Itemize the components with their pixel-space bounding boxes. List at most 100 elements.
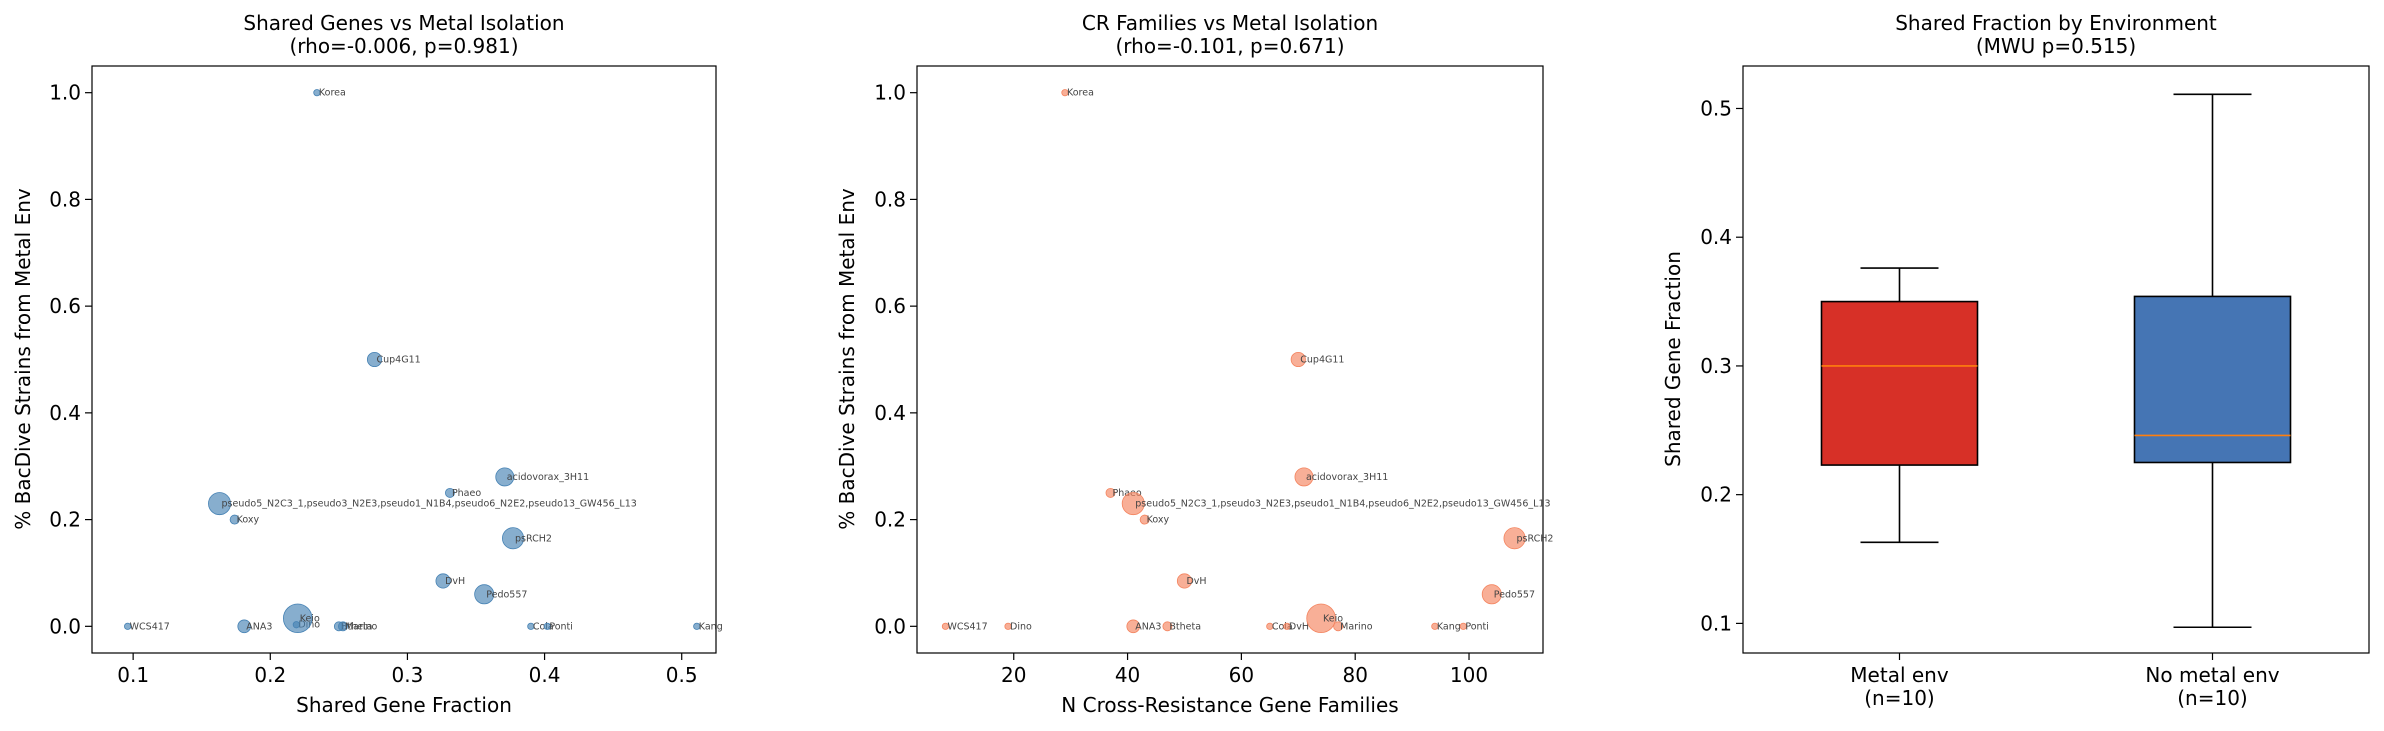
point-label: Korea bbox=[1067, 88, 1094, 99]
point-label: WCS417 bbox=[130, 621, 170, 632]
y-tick-label: 0.2 bbox=[49, 508, 81, 532]
point-label: Phaeo bbox=[1112, 488, 1141, 499]
point-label: psRCH2 bbox=[1517, 533, 1554, 544]
point-label: Marino bbox=[345, 621, 378, 632]
group-count-label: (n=10) bbox=[1864, 686, 1935, 710]
data-point bbox=[229, 514, 240, 525]
x-tick-label: 0.3 bbox=[392, 663, 424, 687]
box bbox=[1820, 300, 1979, 466]
point-label: DvH bbox=[1186, 576, 1206, 587]
y-tick-label: 0.8 bbox=[49, 187, 81, 211]
data-point bbox=[502, 527, 525, 550]
axes: 20 40 60 80 100 0.0 0.2 0.4 0.6 0.8 1.0 bbox=[874, 81, 1488, 687]
panel-shared-fraction-boxplot: Shared Fraction by Environment (MWU p=0.… bbox=[1661, 11, 2370, 710]
x-tick-label: 0.4 bbox=[529, 663, 561, 687]
plot-area bbox=[91, 65, 717, 654]
x-tick-label: 0.5 bbox=[666, 663, 698, 687]
point-label: Korea bbox=[319, 88, 346, 99]
point-label: Btheta bbox=[341, 621, 373, 632]
axes: 0.1 0.2 0.3 0.4 0.5 Metal env(n=10) No metal e… bbox=[1700, 96, 2280, 710]
y-tick-label: 0.4 bbox=[49, 401, 81, 425]
panel-shared-genes-scatter: Shared Genes vs Metal Isolation (rho=-0.… bbox=[11, 11, 723, 717]
point-label: Keio bbox=[300, 613, 320, 624]
point-label: Pedo557 bbox=[486, 589, 527, 600]
y-tick-label: 0.2 bbox=[1700, 483, 1732, 507]
point-label: ANA3 bbox=[246, 621, 272, 632]
x-tick-label: Metal env bbox=[1850, 663, 1949, 687]
data-point bbox=[1105, 487, 1116, 498]
x-tick-label: 100 bbox=[1450, 663, 1488, 687]
point-label: Kang bbox=[699, 621, 723, 632]
y-tick-label: 1.0 bbox=[874, 81, 906, 105]
data-point bbox=[1139, 514, 1150, 525]
data-point bbox=[1306, 603, 1336, 634]
point-label: Ponti bbox=[549, 621, 573, 632]
chart-subtitle: (rho=-0.101, p=0.671) bbox=[1115, 34, 1344, 58]
point-label: Cup4G11 bbox=[377, 355, 421, 366]
data-point bbox=[338, 621, 348, 632]
data-point bbox=[435, 573, 451, 589]
chart-subtitle: (rho=-0.006, p=0.981) bbox=[289, 34, 518, 58]
point-label: psRCH2 bbox=[515, 533, 552, 544]
data-point bbox=[445, 487, 455, 498]
data-point bbox=[1004, 622, 1012, 630]
y-axis-label: % BacDive Strains from Metal Env bbox=[11, 188, 35, 530]
plot-area bbox=[1742, 65, 2370, 654]
data-point bbox=[1503, 527, 1526, 550]
data-point bbox=[1283, 622, 1291, 630]
data-point bbox=[693, 622, 701, 630]
data-point bbox=[1294, 467, 1314, 487]
data-point bbox=[941, 622, 950, 630]
x-tick-label: 60 bbox=[1229, 663, 1254, 687]
data-point bbox=[543, 622, 551, 630]
y-tick-label: 0.6 bbox=[874, 294, 906, 318]
data-point bbox=[474, 584, 495, 605]
chart-title: CR Families vs Metal Isolation bbox=[1082, 11, 1378, 35]
data-point bbox=[1290, 351, 1306, 368]
y-tick-label: 0.5 bbox=[1700, 96, 1732, 120]
point-label: Koxy bbox=[1147, 515, 1170, 526]
data-point bbox=[1126, 619, 1141, 634]
y-tick-label: 0.0 bbox=[49, 614, 81, 638]
point-label: acidovorax_3H11 bbox=[1306, 472, 1388, 483]
y-tick-label: 0.3 bbox=[1700, 354, 1732, 378]
chart-subtitle: (MWU p=0.515) bbox=[1976, 34, 2136, 58]
data-point bbox=[237, 619, 252, 634]
data-point bbox=[283, 603, 313, 634]
chart-title: Shared Fraction by Environment bbox=[1895, 11, 2217, 35]
chart-title: Shared Genes vs Metal Isolation bbox=[243, 11, 564, 35]
data-point bbox=[208, 492, 232, 516]
point-label: acidovorax_3H11 bbox=[507, 472, 589, 483]
data-point bbox=[1061, 89, 1069, 97]
y-tick-label: 0.8 bbox=[874, 187, 906, 211]
point-label: Ponti bbox=[1465, 621, 1489, 632]
x-axis-label: N Cross-Resistance Gene Families bbox=[1061, 693, 1398, 717]
y-tick-label: 0.4 bbox=[1700, 225, 1732, 249]
y-tick-label: 0.2 bbox=[874, 508, 906, 532]
x-tick-label: No metal env bbox=[2145, 663, 2279, 687]
data-point bbox=[1266, 622, 1274, 630]
y-tick-label: 0.0 bbox=[874, 614, 906, 638]
data-point bbox=[1459, 622, 1467, 630]
point-label: DvH bbox=[1289, 621, 1309, 632]
point-label: Koxy bbox=[237, 515, 260, 526]
point-label: Marino bbox=[1340, 621, 1373, 632]
y-tick-label: 0.1 bbox=[1700, 611, 1732, 635]
axes: 0.1 0.2 0.3 0.4 0.5 0.0 0.2 0.4 0.6 0.8 1.0 bbox=[49, 81, 697, 687]
box bbox=[2133, 295, 2292, 464]
x-tick-label: 80 bbox=[1342, 663, 1367, 687]
point-label: Keio bbox=[1323, 613, 1343, 624]
point-label: Cup4G11 bbox=[1300, 355, 1344, 366]
data-point bbox=[313, 89, 321, 97]
data-point bbox=[366, 351, 383, 368]
data-point bbox=[1162, 621, 1173, 632]
point-label: WCS417 bbox=[947, 621, 987, 632]
x-axis-label: Shared Gene Fraction bbox=[296, 693, 512, 717]
point-label: Btheta bbox=[1169, 621, 1201, 632]
y-tick-label: 1.0 bbox=[49, 81, 81, 105]
point-label: pseudo5_N2C3_1,pseudo3_N2E3,pseudo1_N1B4… bbox=[222, 499, 637, 510]
panel-cr-families-scatter: CR Families vs Metal Isolation (rho=-0.1… bbox=[835, 11, 1553, 717]
y-axis-label: Shared Gene Fraction bbox=[1661, 251, 1685, 467]
scatter-marks: Korea Cup4G11 acidovorax_3H11 Phaeopseudo5_… bbox=[124, 88, 723, 634]
data-point bbox=[124, 622, 132, 630]
